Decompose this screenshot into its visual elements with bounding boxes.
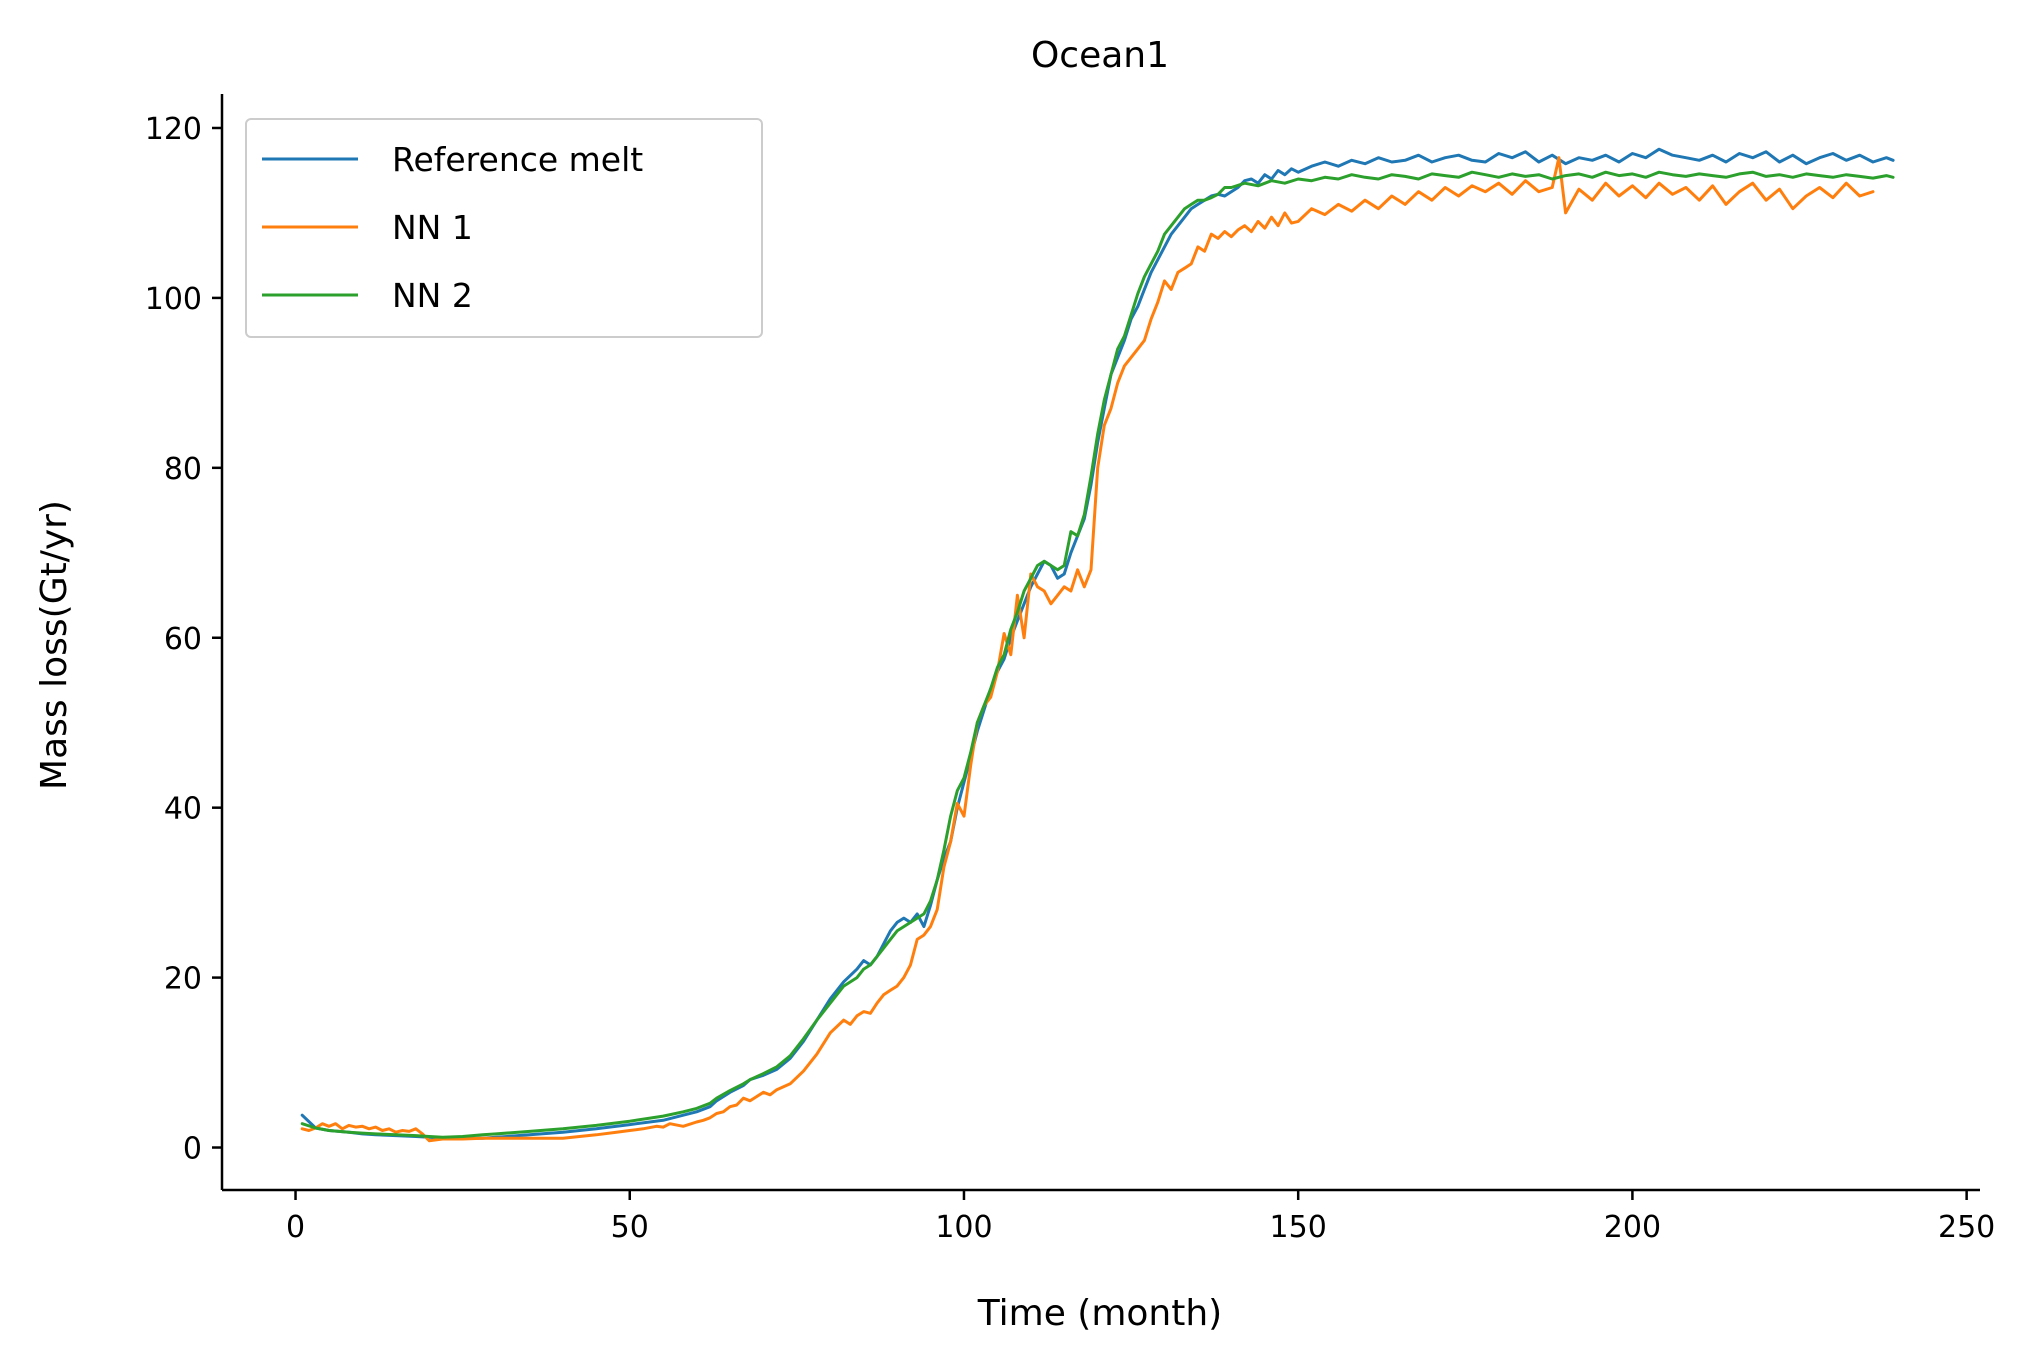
x-tick-label: 200 [1604,1210,1661,1245]
y-tick-label: 60 [164,622,202,657]
legend-items: Reference melt NN 1 NN 2 [262,140,643,315]
x-tick-label: 250 [1938,1210,1995,1245]
series-line-nn-1 [300,156,1875,1143]
legend-label-reference-melt: Reference melt [392,140,643,179]
y-axis-label: Mass loss(Gt/yr) [34,500,75,790]
x-ticks: 0 50 100 150 200 250 [286,1190,1995,1245]
y-tick-label: 0 [183,1132,202,1167]
y-tick-label: 120 [145,112,202,147]
legend-label-nn-2: NN 2 [392,276,473,315]
chart-title: Ocean1 [1031,35,1169,76]
x-tick-label: 0 [286,1210,305,1245]
legend-frame [245,118,763,338]
x-axis-label: Time (month) [977,1293,1222,1334]
y-tick-label: 80 [164,452,202,487]
x-tick-label: 100 [935,1210,992,1245]
x-tick-label: 150 [1270,1210,1327,1245]
series-group [300,147,1895,1143]
legend: Reference melt NN 1 NN 2 [245,118,763,338]
legend-label-nn-1: NN 1 [392,208,473,247]
y-tick-label: 20 [164,962,202,997]
x-tick-label: 50 [611,1210,649,1245]
y-tick-label: 100 [145,282,202,317]
y-ticks: 0 20 40 60 80 100 120 [145,112,222,1167]
series-line-nn-2 [300,170,1895,1139]
y-tick-label: 40 [164,792,202,827]
